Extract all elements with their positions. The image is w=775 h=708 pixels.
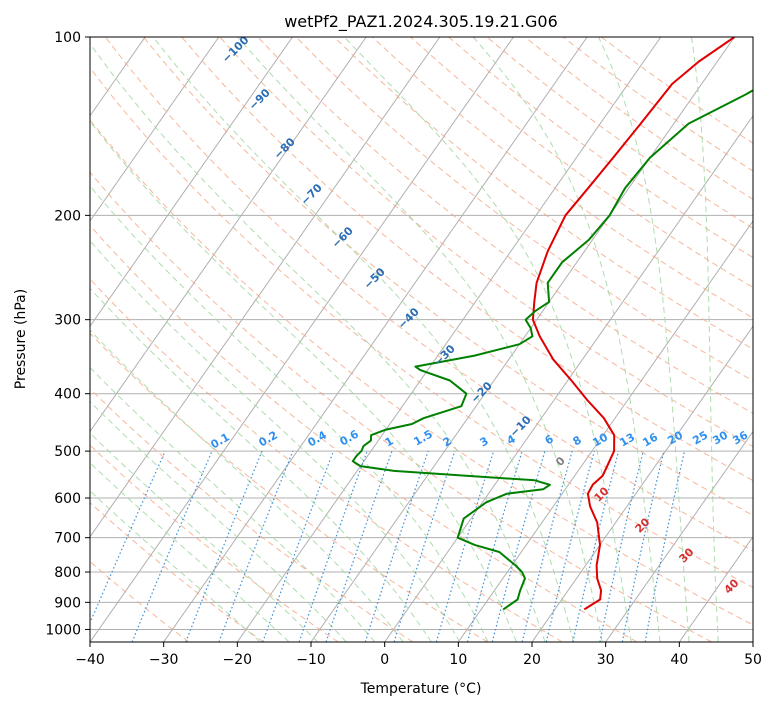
moist-adiabat-line <box>472 37 661 642</box>
mixing-ratio-line <box>218 450 294 642</box>
isotherm-line <box>90 37 293 328</box>
x-tick-label: 50 <box>744 652 762 668</box>
x-tick-label: 30 <box>597 652 615 668</box>
dry-adiabat-line <box>90 67 753 588</box>
dry-adiabat-line <box>90 278 563 642</box>
isotherm-line <box>90 37 441 538</box>
moist-adiabat-line <box>691 37 719 642</box>
x-axis: −40 −30 −20 −10 0 10 20 30 40 50 <box>75 642 762 668</box>
mixing-ratio-lines <box>90 450 686 642</box>
chart-title: wetPf2_PAZ1.2024.305.19.21.G06 <box>284 12 558 32</box>
mixing-ratio-line <box>521 450 573 642</box>
dry-adiabat-line <box>104 37 753 552</box>
moist-adiabat-line <box>90 42 546 642</box>
dry-adiabat-line <box>90 502 264 642</box>
mixing-ratio-line <box>599 450 644 642</box>
y-tick-label: 800 <box>54 565 81 581</box>
dry-adiabat-line <box>410 37 753 289</box>
isotherm-line <box>531 325 753 642</box>
y-tick-label: 300 <box>54 313 81 329</box>
isotherm-grid <box>90 37 753 642</box>
moist-adiabat-line <box>90 240 461 642</box>
plot-area <box>90 37 753 642</box>
x-tick-label: −20 <box>223 652 253 668</box>
isotherm-line <box>236 37 662 642</box>
y-tick-label: 900 <box>54 595 81 611</box>
dry-adiabat-line <box>90 119 753 626</box>
y-tick-label: 100 <box>54 30 81 46</box>
y-tick-label: 1000 <box>45 622 81 638</box>
isotherm-line <box>90 37 514 642</box>
isotherm-line <box>90 37 367 433</box>
moist-adiabat-line <box>90 366 376 642</box>
x-tick-label: −30 <box>149 652 179 668</box>
moist-adiabat-line <box>90 400 347 642</box>
y-tick-label: 500 <box>54 444 81 460</box>
x-tick-label: 20 <box>523 652 541 668</box>
isotherm-line <box>384 114 753 642</box>
moist-adiabat-line <box>343 37 632 642</box>
mixing-ratio-line <box>325 450 393 642</box>
isotherm-line <box>163 37 588 642</box>
moist-adiabat-line <box>237 37 603 642</box>
y-axis-label: Pressure (hPa) <box>13 289 29 389</box>
dry-adiabat-line <box>90 388 414 642</box>
dry-adiabat-line <box>219 37 753 448</box>
moist-adiabats <box>90 37 719 642</box>
plot-frame <box>89 36 754 643</box>
dry-adiabat-line <box>90 171 712 642</box>
x-tick-label: 40 <box>670 652 688 668</box>
moist-adiabat-line <box>90 462 290 642</box>
dry-adiabat-line <box>90 332 488 642</box>
mixing-ratio-line <box>131 450 213 642</box>
mixing-ratio-line <box>185 450 263 642</box>
pressure-grid <box>90 37 753 630</box>
isotherm-line <box>310 37 735 642</box>
y-tick-label: 400 <box>54 387 81 403</box>
x-axis-label: Temperature (°C) <box>360 681 482 697</box>
mixing-ratio-line <box>298 450 368 642</box>
sounding-series <box>351 37 753 611</box>
mixing-ratio-line <box>364 450 429 642</box>
isotherm-line <box>90 37 220 222</box>
y-tick-label: 600 <box>54 491 81 507</box>
x-tick-label: 0 <box>380 652 389 668</box>
mixing-ratio-line <box>435 450 495 642</box>
mixing-ratio-line <box>262 450 334 642</box>
dry-adiabat-line <box>257 37 753 414</box>
temperature-line <box>531 37 736 611</box>
isotherm-line <box>678 535 753 642</box>
moist-adiabat-line <box>90 432 319 642</box>
x-tick-label: 10 <box>449 652 467 668</box>
dry-adiabats <box>90 37 753 642</box>
y-axis: 100 200 300 400 500 600 700 800 900 1000 <box>45 30 90 638</box>
dewpoint-line <box>351 89 753 611</box>
moist-adiabat-line <box>90 287 432 642</box>
moist-adiabat-line <box>90 185 489 642</box>
mixing-ratio-line <box>90 450 166 625</box>
moist-adiabat-line <box>598 37 690 642</box>
isotherm-line <box>457 220 753 642</box>
mixing-ratio-line <box>393 450 456 642</box>
x-tick-label: −40 <box>75 652 105 668</box>
x-tick-label: −10 <box>296 652 326 668</box>
y-tick-label: 200 <box>54 208 81 224</box>
isotherm-line <box>605 430 753 642</box>
mixing-ratio-line <box>572 450 620 642</box>
moist-adiabat-line <box>90 120 517 642</box>
moist-adiabat-line <box>90 329 404 642</box>
moist-adiabat-line <box>90 490 261 642</box>
mixing-ratio-line <box>545 450 595 642</box>
dry-adiabat-line <box>295 37 753 382</box>
moist-adiabat-line <box>152 37 575 642</box>
dry-adiabat-line <box>143 37 753 516</box>
y-tick-label: 700 <box>54 531 81 547</box>
